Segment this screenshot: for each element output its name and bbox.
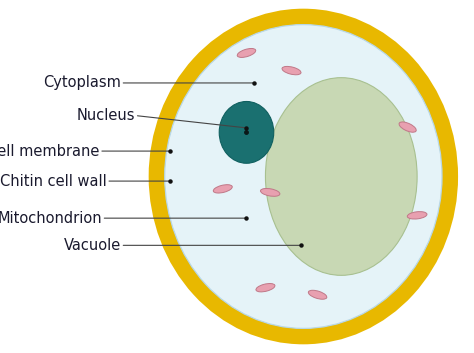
Ellipse shape — [165, 25, 442, 328]
Ellipse shape — [161, 21, 446, 332]
Ellipse shape — [237, 48, 255, 58]
Ellipse shape — [407, 211, 427, 219]
Ellipse shape — [399, 122, 416, 132]
Text: Chitin cell wall: Chitin cell wall — [0, 174, 107, 189]
Ellipse shape — [256, 283, 275, 292]
Ellipse shape — [219, 102, 274, 163]
Ellipse shape — [213, 185, 232, 193]
Text: Vacuole: Vacuole — [64, 238, 121, 253]
Ellipse shape — [282, 66, 301, 75]
Ellipse shape — [265, 78, 417, 275]
Ellipse shape — [261, 189, 280, 196]
Text: Nucleus: Nucleus — [77, 108, 135, 123]
Ellipse shape — [309, 290, 327, 299]
Text: Cytoplasm: Cytoplasm — [43, 76, 121, 90]
Text: Mitochondrion: Mitochondrion — [0, 211, 102, 226]
Text: Cell membrane: Cell membrane — [0, 144, 100, 158]
